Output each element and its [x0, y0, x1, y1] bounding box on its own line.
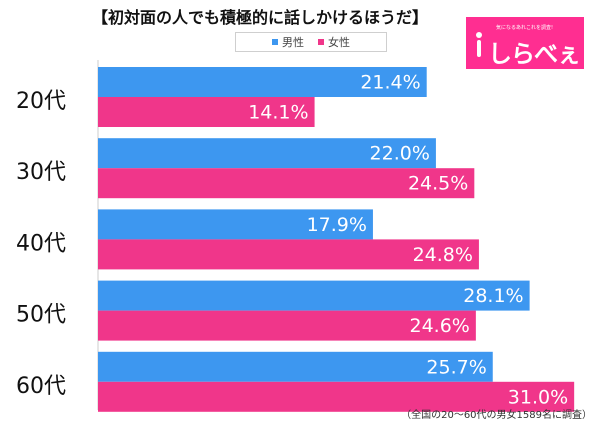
- bar-value-label: 24.8%: [413, 244, 473, 266]
- legend-item-male: 男性: [272, 34, 304, 50]
- legend-swatch-male: [272, 39, 278, 45]
- logo-mark-icon: [476, 32, 482, 57]
- logo-name: しらべぇ: [488, 40, 581, 68]
- bar-value-label: 28.1%: [463, 285, 523, 307]
- category-label: 50代: [16, 303, 66, 328]
- legend-swatch-female: [318, 39, 324, 45]
- bar-value-label: 24.6%: [409, 315, 469, 337]
- legend-item-female: 女性: [318, 34, 350, 50]
- category-label: 40代: [16, 231, 66, 256]
- bar-female: [98, 97, 315, 127]
- bar-female: [98, 381, 575, 412]
- category-label: 30代: [16, 160, 66, 185]
- bar-male: [98, 351, 493, 382]
- category-label: 20代: [16, 89, 66, 114]
- legend-label-male: 男性: [282, 36, 304, 49]
- logo-tagline: 気になるあれこれを調査!: [496, 25, 554, 31]
- bar-female: [98, 310, 476, 341]
- footnote: （全国の20～60代の男女1589名に調査）: [401, 410, 592, 421]
- category-label: 60代: [16, 374, 66, 399]
- bar-male: [98, 67, 427, 97]
- bar-value-label: 17.9%: [307, 214, 367, 236]
- bar-male: [98, 209, 373, 240]
- legend-label-female: 女性: [328, 36, 350, 49]
- bar-female: [98, 239, 479, 270]
- legend: 男性 女性: [235, 32, 387, 52]
- bar-value-label: 21.4%: [360, 72, 420, 94]
- bar-male: [98, 280, 530, 311]
- bar-female: [98, 168, 475, 199]
- brand-logo: 気になるあれこれを調査! しらべぇ: [466, 17, 584, 69]
- bar-value-label: 31.0%: [508, 386, 568, 408]
- bar-male: [98, 138, 436, 169]
- bar-value-label: 14.1%: [248, 102, 308, 124]
- bar-value-label: 22.0%: [370, 143, 430, 165]
- bar-value-label: 24.5%: [408, 173, 468, 195]
- bar-value-label: 25.7%: [426, 356, 486, 378]
- chart-title: 【初対面の人でも積極的に話しかけるほうだ】: [91, 8, 428, 27]
